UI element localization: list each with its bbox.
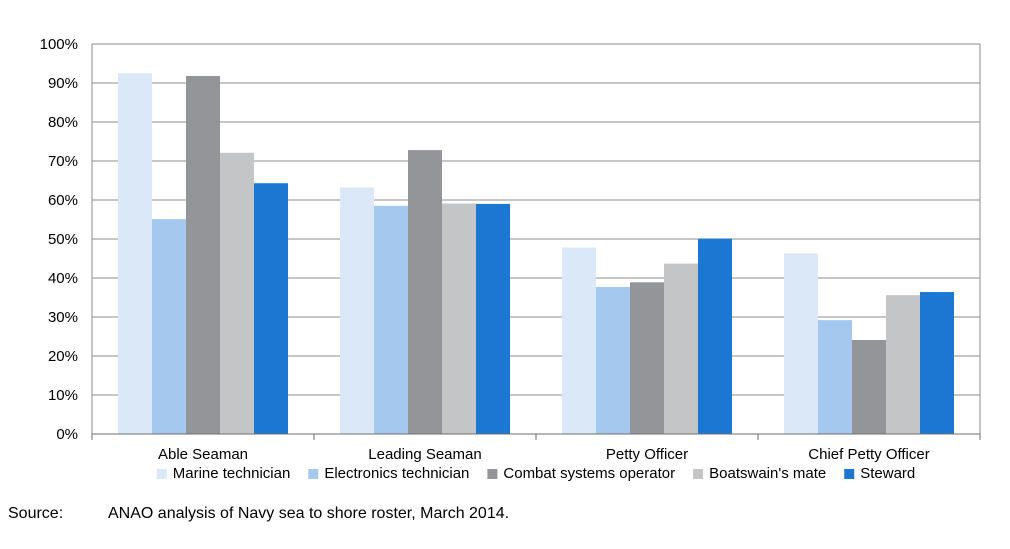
bar (784, 253, 818, 434)
bar (852, 340, 886, 434)
legend-swatch (487, 469, 498, 479)
bar (476, 203, 510, 434)
x-tick-label: Chief Petty Officer (808, 446, 929, 463)
y-tick-label: 50% (48, 231, 78, 248)
bar (340, 187, 374, 434)
bar (442, 203, 476, 434)
source-note: Source: ANAO analysis of Navy sea to shor… (8, 505, 509, 523)
bar (920, 292, 954, 434)
bar (698, 238, 732, 434)
y-tick-label: 90% (48, 75, 78, 92)
bar (818, 320, 852, 434)
legend-swatch (308, 469, 319, 479)
y-tick-label: 80% (48, 114, 78, 131)
y-tick-label: 70% (48, 153, 78, 170)
y-tick-label: 0% (56, 426, 78, 443)
bar (408, 150, 442, 434)
x-tick-label: Able Seaman (158, 446, 248, 463)
bars (118, 73, 954, 434)
legend-swatch (844, 469, 855, 479)
y-tick-label: 100% (40, 36, 78, 53)
y-tick-label: 40% (48, 270, 78, 287)
y-tick-label: 10% (48, 387, 78, 404)
bar (596, 286, 630, 434)
legend-label: Electronics technician (324, 465, 469, 482)
x-tick-label: Petty Officer (606, 446, 688, 463)
y-tick-label: 60% (48, 192, 78, 209)
y-tick-label: 20% (48, 348, 78, 365)
y-tick-label: 30% (48, 309, 78, 326)
x-axis: Able Seaman Leading Seaman Petty Officer Ch… (91, 433, 981, 463)
bar (254, 183, 288, 434)
bar (374, 205, 408, 434)
bar-chart: 0% 10% 20% 30% 40% 50% 60% 70% 80% 90% 100% Able S… (40, 36, 981, 482)
legend-swatch (693, 469, 704, 479)
legend-label: Steward (860, 465, 915, 482)
legend-label: Combat systems operator (503, 465, 675, 482)
bar (186, 75, 220, 434)
y-axis-tick-labels: 0% 10% 20% 30% 40% 50% 60% 70% 80% 90% 100% (40, 36, 78, 443)
source-label: Source: (8, 505, 64, 522)
source-text: ANAO analysis of Navy sea to shore roste… (108, 505, 510, 522)
legend: Marine technician Electronics technician C… (156, 465, 915, 482)
x-tick-label: Leading Seaman (368, 446, 481, 463)
bar (152, 219, 186, 434)
bar (118, 73, 152, 434)
legend-label: Marine technician (173, 465, 291, 482)
bar (886, 295, 920, 434)
legend-label: Boatswain's mate (709, 465, 826, 482)
legend-swatch (156, 469, 167, 479)
bar (664, 263, 698, 434)
bar (630, 282, 664, 434)
bar (220, 152, 254, 434)
bar (562, 247, 596, 434)
